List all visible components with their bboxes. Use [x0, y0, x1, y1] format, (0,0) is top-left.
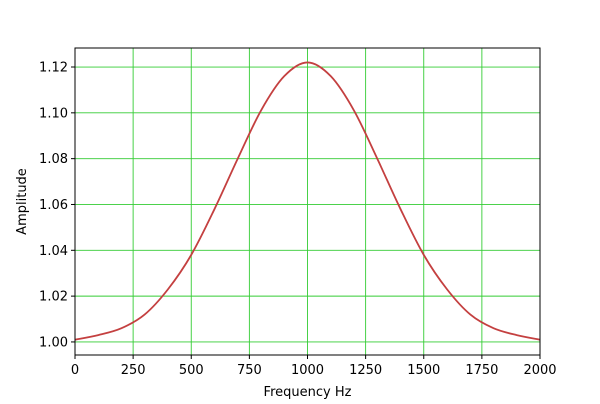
y-tick-label: 1.06	[39, 198, 68, 213]
grid	[74, 48, 541, 355]
y-tick-label: 1.00	[39, 335, 68, 350]
x-tick-label: 2000	[523, 363, 556, 378]
y-tick-label: 1.08	[39, 152, 68, 167]
y-tick-label: 1.12	[39, 61, 68, 76]
y-tick-label: 1.10	[39, 106, 68, 121]
x-tick-label: 1250	[349, 363, 382, 378]
x-tick-label: 0	[71, 363, 79, 378]
x-ticks: 0 250 500 750 1000 1250 1500 1750 2000	[71, 355, 557, 378]
x-tick-label: 1500	[407, 363, 440, 378]
y-tick-label: 1.04	[39, 244, 68, 259]
y-tick-label: 1.02	[39, 290, 68, 305]
x-tick-label: 750	[237, 363, 262, 378]
x-tick-label: 1000	[291, 363, 324, 378]
series-line	[74, 61, 541, 341]
x-tick-label: 1750	[465, 363, 498, 378]
x-tick-label: 250	[121, 363, 146, 378]
y-ticks: 1.00 1.02 1.04 1.06 1.08 1.10 1.12	[39, 61, 75, 350]
x-tick-label: 500	[179, 363, 204, 378]
y-axis-label: Amplitude	[15, 168, 30, 235]
x-axis-label: Frequency Hz	[264, 385, 352, 400]
